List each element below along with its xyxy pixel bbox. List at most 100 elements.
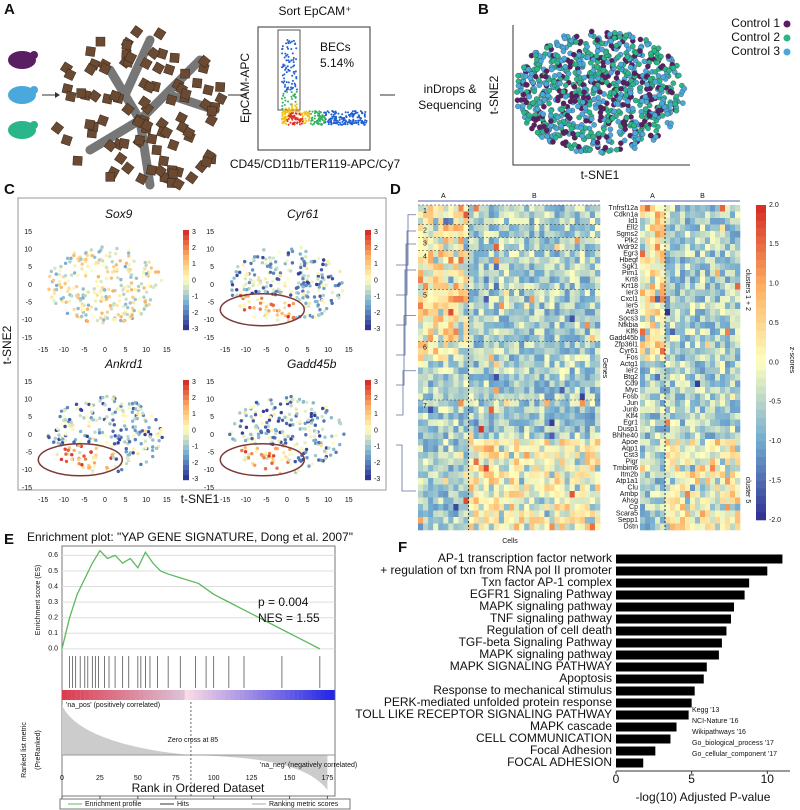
heatmap-cell — [443, 309, 449, 316]
heatmap-cell — [715, 231, 721, 238]
heatmap-cell — [675, 244, 681, 251]
heatmap-cell — [584, 283, 591, 290]
heatmap-cell — [720, 328, 726, 336]
heatmap-cell — [418, 471, 424, 479]
heatmap-cell — [574, 504, 581, 511]
heatmap-cell — [655, 218, 661, 225]
expr-point — [307, 464, 311, 468]
heatmap-cell — [493, 302, 500, 310]
heatmap-cell — [715, 244, 721, 251]
hepatocyte — [96, 114, 109, 127]
heatmap-cell — [549, 237, 555, 245]
flow-event — [305, 110, 308, 113]
heatmap-cell — [453, 361, 459, 368]
heatmap-cell — [483, 465, 490, 472]
expr-point — [82, 416, 86, 420]
heatmap-cell — [458, 387, 464, 394]
heatmap-cell — [463, 523, 469, 531]
heatmap-cell — [554, 517, 560, 524]
heatmap-cell — [534, 309, 540, 316]
heatmap-cell — [503, 361, 510, 368]
heatmap-cell — [569, 302, 576, 310]
heatmap-cell — [458, 205, 464, 212]
heatmap-cell — [509, 491, 515, 498]
heatmap-cell — [458, 218, 464, 225]
heatmap-cell — [670, 283, 676, 290]
expr-point — [228, 432, 232, 437]
heatmap-cell — [579, 263, 586, 271]
expr-point — [90, 470, 95, 475]
expr-point — [154, 270, 158, 274]
heatmap-cell — [524, 504, 530, 511]
flow-event — [334, 111, 337, 114]
colorbar — [183, 425, 189, 431]
heatmap-cell — [594, 484, 601, 492]
heatmap-cell — [534, 517, 540, 524]
colorbar — [183, 445, 189, 451]
expr-point — [106, 270, 110, 274]
heatmap-cell — [584, 523, 591, 531]
heatmap-cell — [503, 367, 510, 375]
heatmap-cell — [680, 348, 686, 355]
expr-point — [110, 444, 114, 449]
heatmap-cell — [468, 445, 474, 453]
heatmap-cell — [519, 270, 525, 277]
expr-point — [289, 269, 293, 273]
heatmap-cell — [443, 367, 449, 375]
heatmap-cell — [519, 426, 525, 433]
heatmap-cell — [418, 361, 424, 368]
expr-point — [269, 283, 273, 288]
cell-point — [530, 79, 536, 86]
heatmap-cell — [720, 315, 726, 323]
heatmap-cell — [463, 361, 469, 368]
heatmap-cell — [690, 283, 696, 290]
flow-event — [288, 107, 291, 110]
legend-swatch — [783, 34, 791, 42]
heatmap-cell — [428, 504, 434, 511]
heatmap-cell — [579, 387, 586, 394]
heatmap-cell — [443, 224, 449, 232]
heatmap-cell — [584, 289, 591, 297]
heatmap-cell — [685, 211, 691, 219]
heatmap-cell — [448, 504, 454, 511]
heatmap-cell — [458, 400, 464, 407]
heatmap-cell — [483, 237, 490, 245]
expr-point — [342, 432, 346, 436]
heatmap-cell — [428, 354, 434, 362]
heatmap-cell — [645, 315, 651, 323]
heatmap-cell — [665, 237, 671, 245]
hepatocyte — [121, 39, 133, 51]
heatmap-cell — [509, 517, 515, 524]
expr-point — [89, 305, 94, 309]
heatmap-cell — [720, 270, 726, 277]
heatmap-cell — [418, 354, 424, 362]
heatmap-cell — [735, 244, 741, 251]
heatmap-cell — [524, 510, 530, 518]
heatmap-cell — [559, 387, 565, 394]
colorbar — [183, 250, 189, 256]
heatmap-cell — [458, 237, 464, 245]
expr-point — [247, 299, 251, 304]
heatmap-cell — [564, 348, 570, 355]
heatmap-cell — [433, 374, 439, 381]
cell-point — [573, 93, 579, 99]
heatmap-cell — [539, 289, 545, 297]
heatmap-cell — [640, 322, 646, 329]
cell-point — [618, 61, 624, 68]
x-tick-label: -15 — [220, 497, 230, 504]
heatmap-cell — [488, 257, 495, 264]
heatmap-cell — [655, 341, 661, 349]
expr-point — [51, 278, 56, 283]
heatmap-cell — [529, 484, 535, 492]
heatmap-cell — [428, 465, 434, 472]
heatmap-cell — [453, 406, 459, 414]
heatmap-cell — [433, 523, 439, 531]
heatmap-cell — [433, 205, 439, 212]
heatmap-cell — [544, 439, 550, 446]
cell-point — [576, 69, 582, 76]
heatmap-cell — [443, 361, 449, 368]
heatmap-cell — [488, 419, 495, 427]
cell-point — [565, 70, 572, 77]
heatmap-cell — [529, 400, 535, 407]
flow-event — [291, 82, 294, 85]
